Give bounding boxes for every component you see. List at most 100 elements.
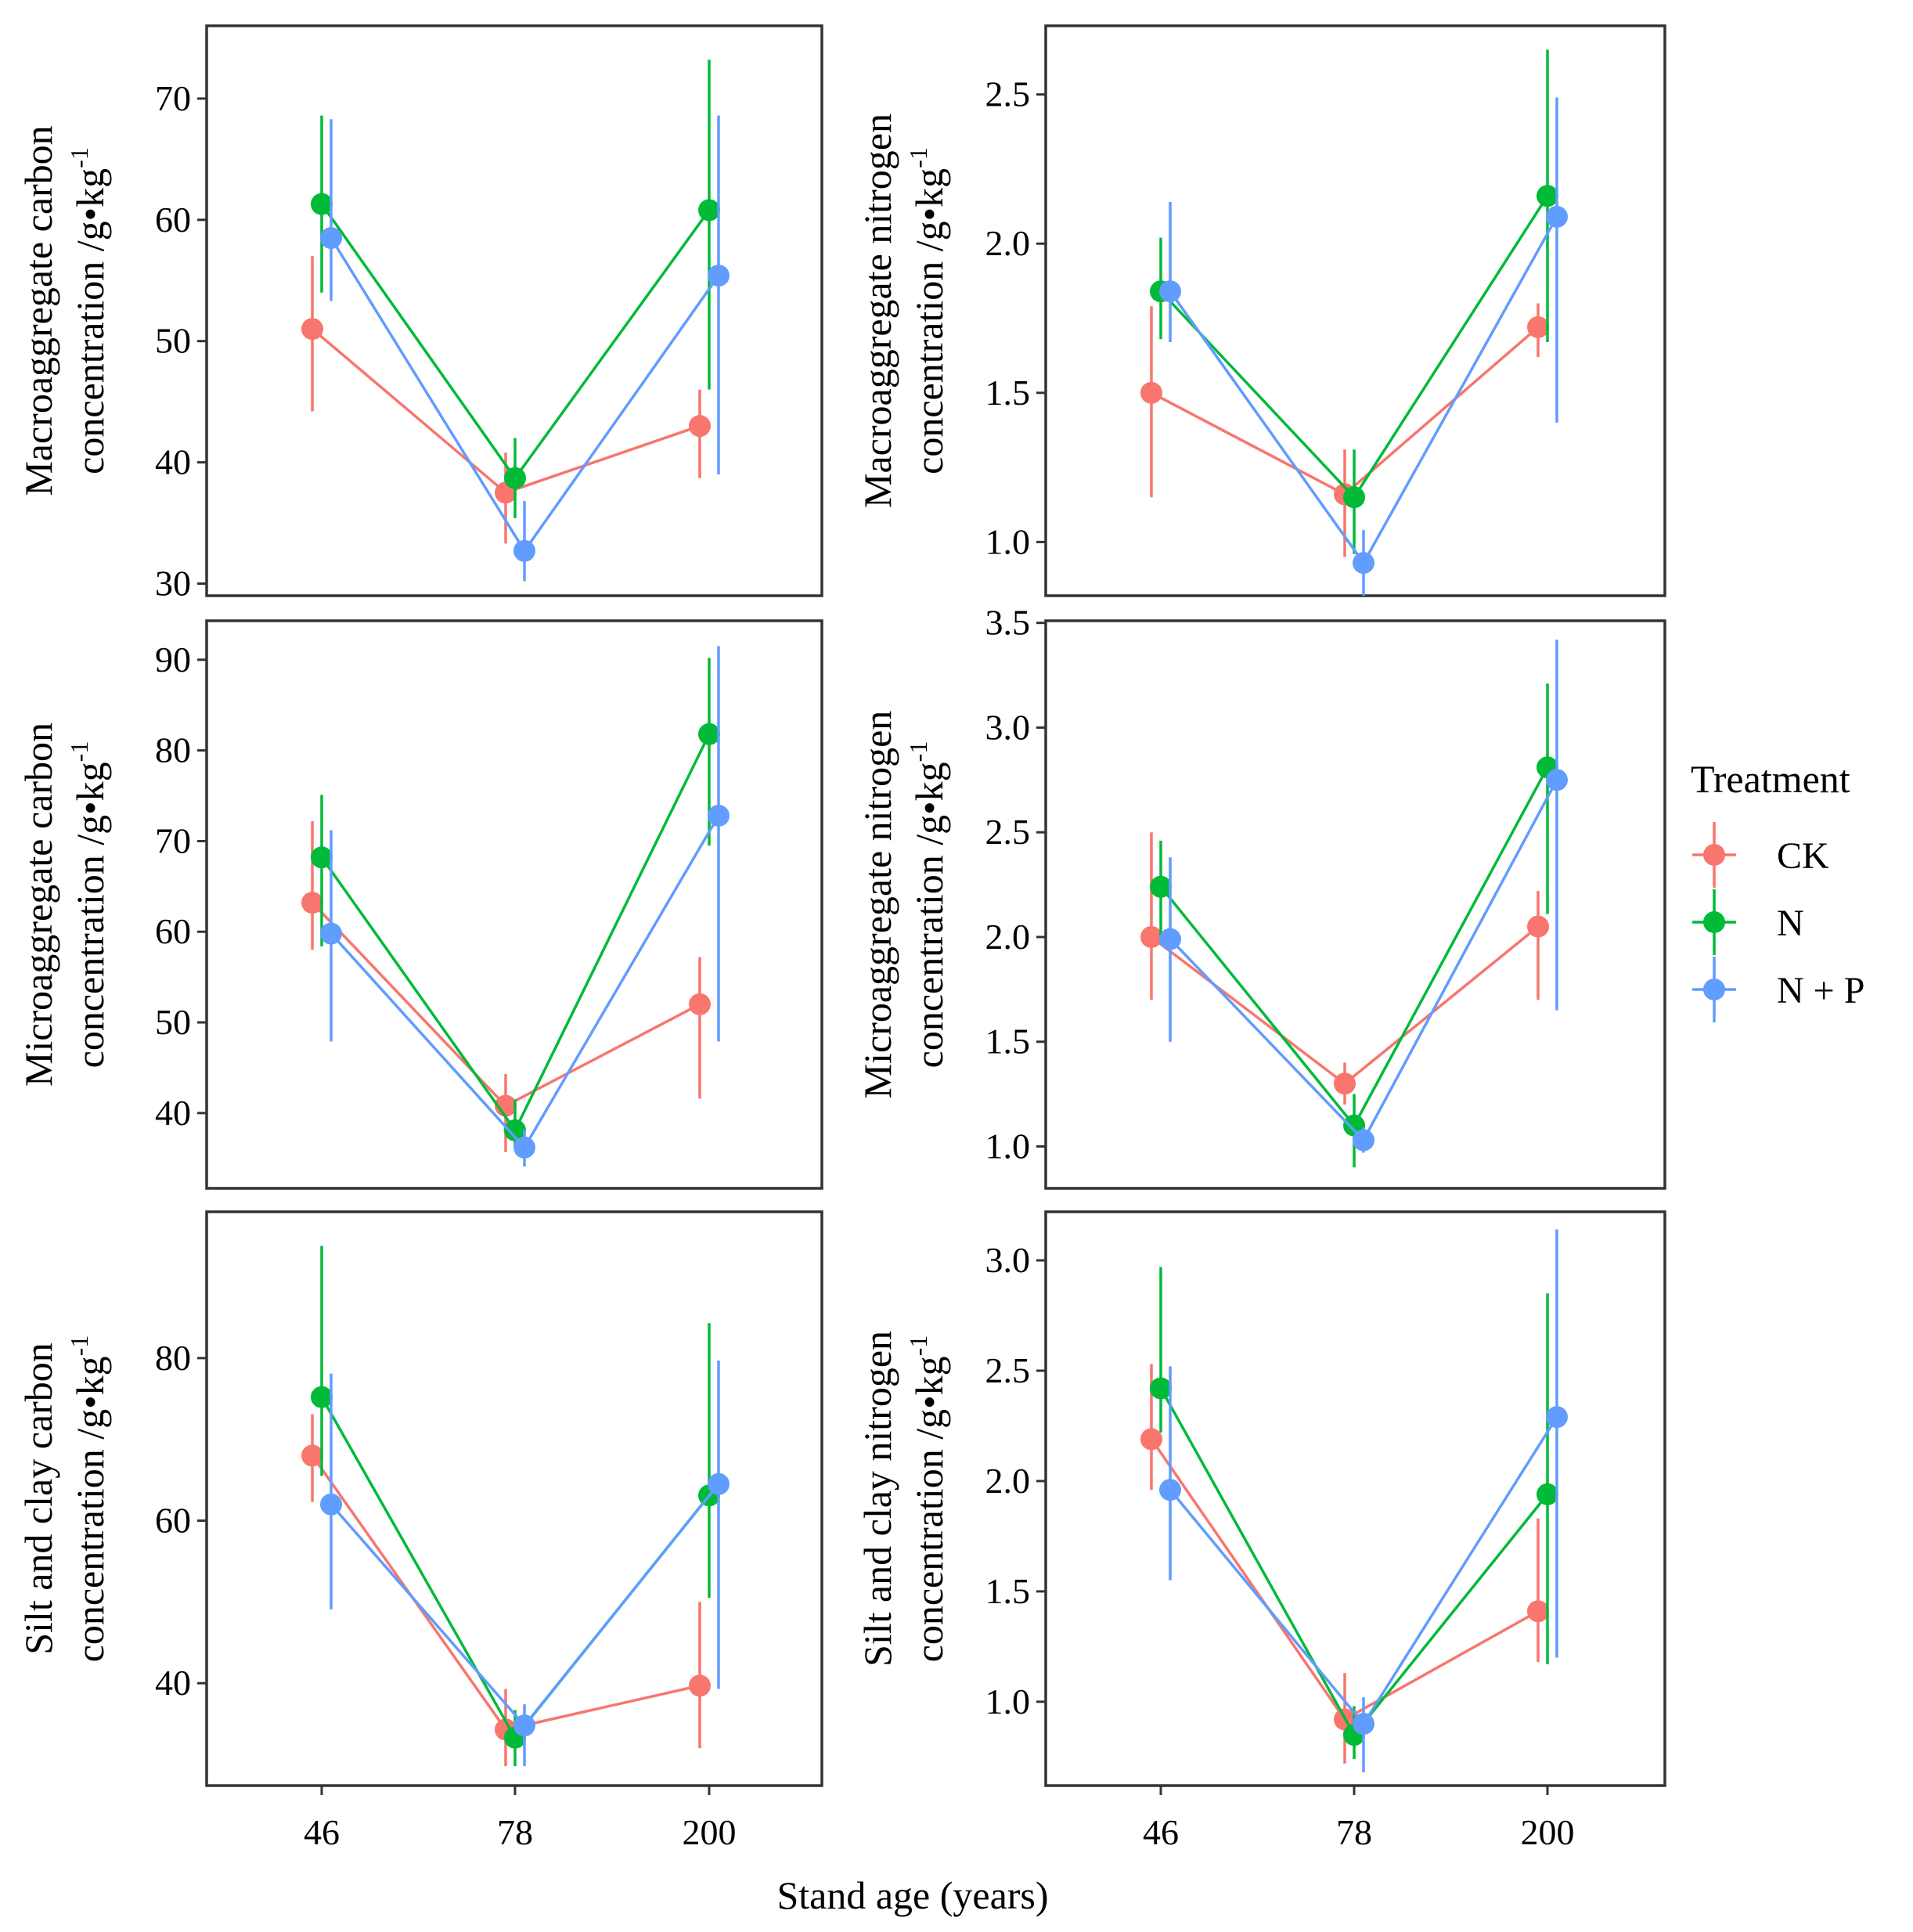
data-point [1353, 552, 1374, 575]
series-n-p [320, 646, 730, 1167]
series-line [1169, 1416, 1558, 1727]
panel-frame [205, 24, 823, 597]
data-point [708, 265, 730, 287]
data-point [1527, 1600, 1549, 1623]
data-point [1527, 315, 1549, 338]
legend-item-n-p: N + P [1692, 957, 1864, 1022]
series-line [330, 1483, 720, 1728]
y-axis-title-superscript: -1 [904, 741, 932, 762]
series-n-p [1159, 97, 1568, 596]
legend-item-n: N [1692, 889, 1804, 955]
x-axis-title: Stand age (years) [776, 1873, 1048, 1917]
series-n [311, 658, 720, 1148]
series-ck [1140, 832, 1549, 1105]
data-point [1546, 205, 1568, 228]
y-axis-title-line1: Microaggregate carbon [16, 723, 60, 1087]
data-point [320, 922, 342, 945]
y-tick-label: 1.0 [985, 1126, 1031, 1166]
x-tick-label: 46 [1143, 1812, 1179, 1852]
data-point [1159, 1479, 1181, 1501]
data-point [1537, 185, 1558, 207]
y-tick-label: 70 [155, 78, 191, 118]
y-tick-label: 2.5 [985, 1350, 1031, 1390]
y-tick-label: 80 [155, 730, 191, 770]
y-tick-label: 3.0 [985, 1240, 1031, 1280]
legend-item-ck: CK [1692, 822, 1829, 888]
data-point [708, 805, 730, 827]
data-point [1140, 925, 1162, 948]
y-tick-label: 2.5 [985, 812, 1031, 852]
series-n [1150, 49, 1558, 554]
panel-frame [1044, 24, 1666, 597]
legend-key-point [1703, 979, 1725, 1000]
x-tick-label: 78 [1336, 1812, 1372, 1852]
y-axis-title-line2: concentration /g•kg-1 [65, 147, 112, 474]
data-point [1159, 928, 1181, 950]
series-line [311, 1454, 701, 1732]
y-tick-label: 3.0 [985, 707, 1031, 747]
x-tick-label: 200 [1521, 1812, 1575, 1852]
data-point [1353, 1129, 1374, 1152]
data-point [1546, 769, 1568, 791]
y-tick-label: 1.0 [985, 1681, 1031, 1721]
series-n [1150, 683, 1558, 1168]
data-point [1150, 1377, 1172, 1400]
y-tick-label: 90 [155, 640, 191, 679]
panel-frame [205, 1210, 823, 1787]
data-point [513, 539, 535, 562]
series-line [1159, 1387, 1549, 1738]
y-axis-title-line1: Silt and clay nitrogen [856, 1331, 899, 1667]
series-n [311, 59, 720, 518]
data-point [301, 1444, 323, 1467]
data-point [1546, 1406, 1568, 1429]
data-point [504, 467, 526, 489]
y-axis-title-line1: Microaggregate nitrogen [856, 711, 899, 1099]
y-axis-title-superscript: -1 [904, 147, 932, 168]
data-point [311, 1386, 333, 1408]
y-tick-label: 2.5 [985, 74, 1031, 114]
y-tick-label: 50 [155, 1002, 191, 1042]
y-tick-label: 1.5 [985, 1571, 1031, 1611]
data-point [1140, 1428, 1162, 1451]
y-tick-label: 40 [155, 1093, 191, 1133]
data-point [1140, 381, 1162, 404]
chart-panel-bottom-right: 1.0 1.5 2.0 2.5 3.0 Silt and clay nitrogen con… [856, 1210, 1666, 1795]
y-tick-label: 1.5 [985, 1022, 1031, 1062]
data-point [1159, 280, 1181, 303]
y-axis-title-superscript: -1 [65, 1335, 93, 1357]
series-line [1150, 925, 1540, 1086]
y-tick-label: 60 [155, 1501, 191, 1541]
panel-frame [205, 619, 823, 1190]
data-point [1343, 486, 1365, 509]
y-axis-title-line2: concentration /g•kg-1 [904, 147, 951, 474]
series-n [311, 1245, 720, 1767]
series-line [1159, 766, 1549, 1128]
legend: Treatment CK N N + P [1691, 757, 1864, 1022]
data-point [1537, 1483, 1558, 1505]
series-n-p [1159, 640, 1568, 1153]
data-point [504, 1119, 526, 1141]
x-tick-label: 200 [683, 1812, 737, 1852]
legend-label: N [1777, 903, 1804, 944]
series-n-p [1159, 1229, 1568, 1773]
y-axis-title-line2: concentration /g•kg-1 [904, 1335, 951, 1663]
y-tick-label: 40 [155, 1663, 191, 1703]
panel-frame [1044, 1210, 1666, 1787]
data-point [311, 846, 333, 869]
data-point [698, 723, 720, 745]
legend-label: CK [1777, 835, 1829, 877]
y-tick-label: 30 [155, 564, 191, 604]
y-tick-label: 80 [155, 1338, 191, 1378]
y-axis-title-line1: Macroaggregate nitrogen [856, 114, 899, 508]
series-line [320, 203, 711, 481]
data-point [513, 1136, 535, 1159]
series-ck [301, 256, 711, 544]
chart-panel-middle-left: 40 50 60 70 80 90 Microaggregate carbon concent… [16, 619, 823, 1190]
data-point [1353, 1713, 1374, 1736]
chart-panel-bottom-left: 40 60 80 Silt and clay carbon concentration … [16, 1210, 823, 1795]
y-tick-label: 1.5 [985, 373, 1031, 413]
data-point [513, 1714, 535, 1737]
chart-panel-top-right: 1.0 1.5 2.0 2.5 Macroaggregate nitrogen conce… [856, 24, 1666, 597]
